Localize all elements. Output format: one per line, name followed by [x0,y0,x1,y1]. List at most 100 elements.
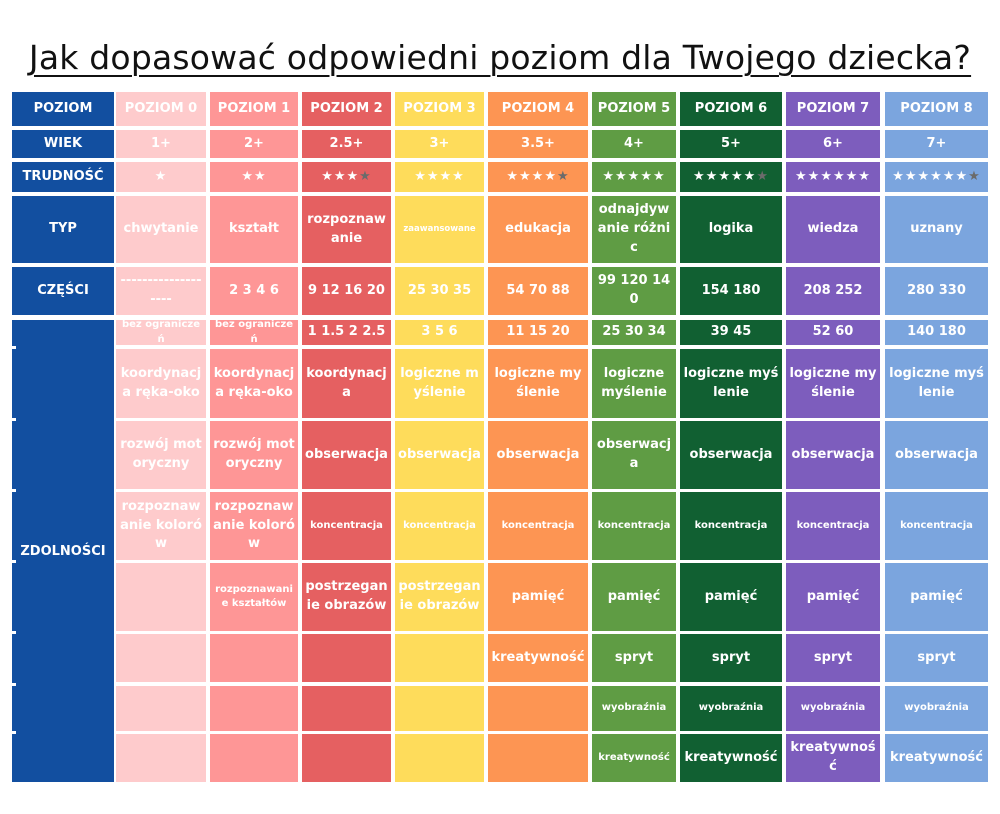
skill-cell: postrzeganie obrazów [302,563,391,631]
skill-cell: pamięć [592,563,676,631]
divider-tick [12,631,16,634]
skill-cell: rozwój motoryczny [210,421,298,489]
age-cell: 4+ [592,130,676,158]
skill-cell: obserwacja [395,421,484,489]
skill-cell: koordynacja ręka-oko [210,349,298,418]
skill-cell [395,686,484,731]
age-cell: 2.5+ [302,130,391,158]
skill-cell: postrzeganie obrazów [395,563,484,631]
divider-tick [12,418,16,421]
skill-cell: logiczne myślenie [680,349,782,418]
skill-cell: logiczne myślenie [786,349,880,418]
skill-cell: obserwacja [592,421,676,489]
parts-cell: 54 70 88 [488,267,588,315]
difficulty-stars: ★★★★ [395,162,484,192]
difficulty-stars: ★★★★★★ ★ [885,162,988,192]
difficulty-stars: ★★★★★★ [680,162,782,192]
level-header: POZIOM 3 [395,92,484,126]
pieces-cell: bez ograniczeń [210,319,298,345]
pieces-cell: 25 30 34 [592,320,676,345]
pieces-cell: 39 45 [680,320,782,345]
skill-cell: rozpoznawanie kształtów [210,563,298,631]
star-icon: ★★ [241,168,267,184]
skill-cell: obserwacja [302,421,391,489]
parts-cell: 154 180 [680,267,782,315]
difficulty-stars: ★ [116,162,206,192]
skill-cell: wyobraźnia [786,686,880,731]
skill-cell [116,686,206,731]
parts-cell: ------------------- [116,267,206,315]
half-star-icon: ★ [968,168,981,184]
skill-cell: spryt [885,634,988,682]
level-header: POZIOM 4 [488,92,588,126]
row-label-czesci: CZĘŚCI [12,267,114,315]
skill-cell: wyobraźnia [680,686,782,731]
row-label-wiek: WIEK [12,130,114,158]
skill-cell: kreatywność [592,734,676,782]
parts-cell: 2 3 4 6 [210,267,298,315]
type-cell: rozpoznawanie [302,196,391,263]
parts-cell: 9 12 16 20 [302,267,391,315]
difficulty-stars: ★★ [210,162,298,192]
skill-cell: wyobraźnia [885,686,988,731]
difficulty-stars: ★★★★ [302,162,391,192]
star-icon: ★★★★★ [693,168,757,184]
level-header: POZIOM 6 [680,92,782,126]
star-icon: ★★★ [321,168,360,184]
age-cell: 2+ [210,130,298,158]
half-star-icon: ★ [359,168,372,184]
skill-cell: pamięć [680,563,782,631]
skill-cell: obserwacja [488,421,588,489]
divider-tick [12,731,16,734]
star-icon: ★★★★ [414,168,465,184]
age-cell: 5+ [680,130,782,158]
skill-cell: koordynacja [302,349,391,418]
skill-cell: spryt [680,634,782,682]
skill-cell [488,734,588,782]
skill-cell: obserwacja [786,421,880,489]
type-cell: uznany [885,196,988,263]
skill-cell [210,734,298,782]
pieces-cell: 1 1.5 2 2.5 [302,320,391,345]
star-icon: ★★★★★★ [795,168,871,184]
skill-cell: koncentracja [592,492,676,560]
skill-cell [395,634,484,682]
difficulty-stars: ★★★★★ [488,162,588,192]
type-cell: wiedza [786,196,880,263]
page-title: Jak dopasować odpowiedni poziom dla Twoj… [28,38,972,77]
level-header: POZIOM 8 [885,92,988,126]
skill-cell: koncentracja [786,492,880,560]
parts-cell: 25 30 35 [395,267,484,315]
skill-cell: pamięć [786,563,880,631]
type-cell: logika [680,196,782,263]
skill-cell: koncentracja [395,492,484,560]
row-label-trudnosc: TRUDNOŚĆ [12,162,114,192]
type-cell: odnajdywanie różnic [592,196,676,263]
skill-cell: koncentracja [680,492,782,560]
skill-cell: kreatywność [885,734,988,782]
type-cell: kształt [210,196,298,263]
age-cell: 6+ [786,130,880,158]
skill-cell: koncentracja [302,492,391,560]
skill-cell [210,686,298,731]
skill-cell: logiczne myślenie [885,349,988,418]
skill-cell: koordynacja ręka-oko [116,349,206,418]
type-cell: edukacja [488,196,588,263]
skill-cell: spryt [786,634,880,682]
skill-cell [302,734,391,782]
pieces-cell: 3 5 6 [395,320,484,345]
divider-tick [12,489,16,492]
skill-cell: obserwacja [680,421,782,489]
parts-cell: 208 252 [786,267,880,315]
skill-cell: spryt [592,634,676,682]
skill-cell: rozpoznawanie kolorów [116,492,206,560]
skill-cell: koncentracja [885,492,988,560]
divider-tick [12,560,16,563]
skill-cell: obserwacja [885,421,988,489]
star-icon: ★★★★★ [602,168,666,184]
type-cell: chwytanie [116,196,206,263]
skill-cell: logiczne myślenie [395,349,484,418]
skill-cell [116,734,206,782]
row-label-zdolnosci: ZDOLNOŚCI [12,320,114,782]
half-star-icon: ★ [756,168,769,184]
